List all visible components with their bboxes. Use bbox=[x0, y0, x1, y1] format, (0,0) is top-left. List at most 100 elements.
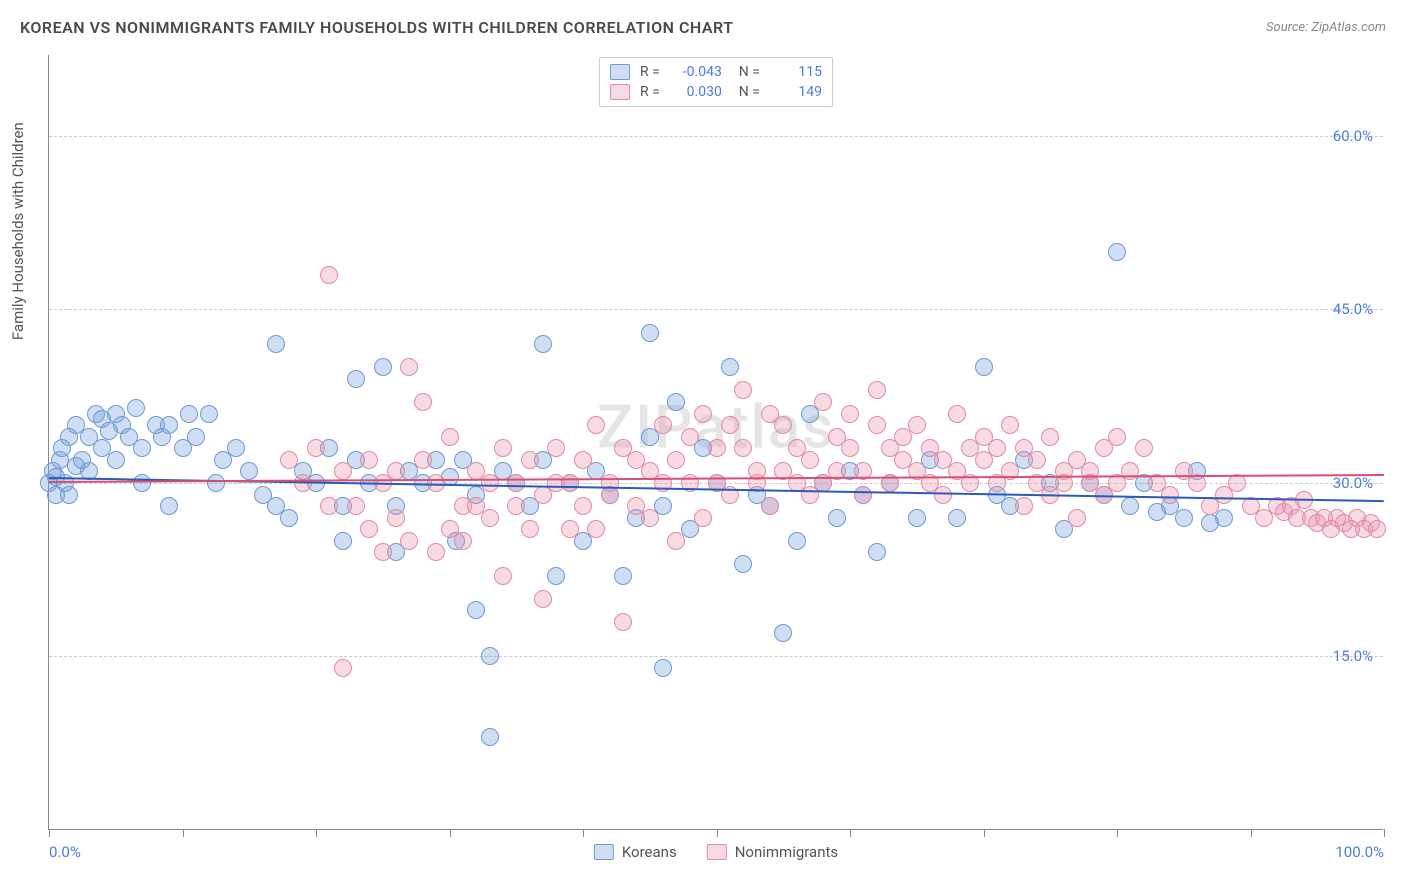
scatter-point-nonimmigrants bbox=[868, 381, 886, 399]
scatter-point-nonimmigrants bbox=[521, 520, 539, 538]
scatter-point-koreans bbox=[280, 509, 298, 527]
xtick-label: 0.0% bbox=[49, 843, 81, 861]
scatter-point-nonimmigrants bbox=[360, 520, 378, 538]
gridline bbox=[49, 656, 1383, 657]
scatter-point-nonimmigrants bbox=[534, 590, 552, 608]
scatter-point-nonimmigrants bbox=[587, 416, 605, 434]
scatter-point-koreans bbox=[774, 624, 792, 642]
scatter-point-nonimmigrants bbox=[587, 520, 605, 538]
scatter-point-nonimmigrants bbox=[801, 451, 819, 469]
legend-label: Nonimmigrants bbox=[735, 843, 838, 861]
bottom-legend: Koreans Nonimmigrants bbox=[594, 843, 838, 861]
scatter-point-koreans bbox=[1121, 497, 1139, 515]
scatter-point-nonimmigrants bbox=[667, 451, 685, 469]
legend-swatch bbox=[610, 64, 630, 80]
scatter-point-nonimmigrants bbox=[734, 381, 752, 399]
scatter-point-nonimmigrants bbox=[667, 532, 685, 550]
n-value: 115 bbox=[770, 64, 822, 80]
scatter-point-nonimmigrants bbox=[320, 266, 338, 284]
scatter-point-nonimmigrants bbox=[694, 509, 712, 527]
scatter-point-koreans bbox=[187, 428, 205, 446]
legend-item-koreans: Koreans bbox=[594, 843, 677, 861]
legend-item-nonimmigrants: Nonimmigrants bbox=[707, 843, 838, 861]
scatter-point-koreans bbox=[721, 358, 739, 376]
scatter-point-nonimmigrants bbox=[721, 416, 739, 434]
xtick bbox=[316, 829, 317, 837]
scatter-point-nonimmigrants bbox=[574, 497, 592, 515]
scatter-point-nonimmigrants bbox=[374, 543, 392, 561]
scatter-point-nonimmigrants bbox=[1161, 486, 1179, 504]
scatter-point-nonimmigrants bbox=[494, 439, 512, 457]
scatter-point-koreans bbox=[133, 439, 151, 457]
scatter-point-nonimmigrants bbox=[280, 451, 298, 469]
r-label: R = bbox=[640, 84, 660, 100]
y-axis-label: Family Households with Children bbox=[9, 122, 27, 340]
scatter-point-koreans bbox=[481, 647, 499, 665]
scatter-point-nonimmigrants bbox=[334, 659, 352, 677]
scatter-point-nonimmigrants bbox=[400, 358, 418, 376]
ytick-label: 45.0% bbox=[1333, 300, 1373, 318]
stats-row-koreans: R = -0.043 N = 115 bbox=[610, 62, 822, 82]
scatter-point-nonimmigrants bbox=[494, 567, 512, 585]
scatter-point-nonimmigrants bbox=[547, 439, 565, 457]
xtick bbox=[984, 829, 985, 837]
scatter-point-nonimmigrants bbox=[1041, 428, 1059, 446]
scatter-point-koreans bbox=[160, 416, 178, 434]
scatter-point-koreans bbox=[828, 509, 846, 527]
scatter-point-nonimmigrants bbox=[414, 393, 432, 411]
xtick bbox=[450, 829, 451, 837]
legend-swatch bbox=[707, 844, 727, 860]
scatter-point-koreans bbox=[1108, 243, 1126, 261]
scatter-point-nonimmigrants bbox=[908, 416, 926, 434]
xtick bbox=[717, 829, 718, 837]
scatter-point-nonimmigrants bbox=[320, 497, 338, 515]
scatter-point-koreans bbox=[788, 532, 806, 550]
scatter-point-nonimmigrants bbox=[1015, 497, 1033, 515]
scatter-point-nonimmigrants bbox=[1368, 520, 1386, 538]
scatter-point-koreans bbox=[908, 509, 926, 527]
scatter-point-koreans bbox=[948, 509, 966, 527]
xtick bbox=[1251, 829, 1252, 837]
scatter-point-nonimmigrants bbox=[774, 416, 792, 434]
scatter-point-nonimmigrants bbox=[507, 497, 525, 515]
scatter-point-nonimmigrants bbox=[708, 439, 726, 457]
scatter-point-nonimmigrants bbox=[814, 393, 832, 411]
scatter-point-koreans bbox=[734, 555, 752, 573]
scatter-point-nonimmigrants bbox=[334, 462, 352, 480]
source-label: Source: ZipAtlas.com bbox=[1266, 20, 1386, 35]
xtick bbox=[850, 829, 851, 837]
r-value: 0.030 bbox=[670, 84, 722, 100]
scatter-point-koreans bbox=[240, 462, 258, 480]
legend-swatch bbox=[610, 84, 630, 100]
scatter-point-nonimmigrants bbox=[387, 462, 405, 480]
scatter-point-koreans bbox=[547, 567, 565, 585]
chart-title: KOREAN VS NONIMMIGRANTS FAMILY HOUSEHOLD… bbox=[20, 18, 734, 37]
scatter-point-nonimmigrants bbox=[1001, 416, 1019, 434]
scatter-point-nonimmigrants bbox=[694, 405, 712, 423]
n-value: 149 bbox=[770, 84, 822, 100]
scatter-point-nonimmigrants bbox=[841, 405, 859, 423]
scatter-point-koreans bbox=[334, 532, 352, 550]
scatter-point-nonimmigrants bbox=[1081, 462, 1099, 480]
scatter-point-koreans bbox=[481, 728, 499, 746]
chart-plot-area: ZIPatlas 15.0%30.0%45.0%60.0%0.0%100.0%R… bbox=[48, 55, 1383, 830]
scatter-point-koreans bbox=[267, 335, 285, 353]
scatter-point-nonimmigrants bbox=[868, 416, 886, 434]
scatter-point-nonimmigrants bbox=[561, 474, 579, 492]
scatter-point-koreans bbox=[667, 393, 685, 411]
scatter-point-nonimmigrants bbox=[521, 451, 539, 469]
scatter-point-koreans bbox=[347, 370, 365, 388]
scatter-point-nonimmigrants bbox=[641, 509, 659, 527]
scatter-point-nonimmigrants bbox=[1108, 428, 1126, 446]
scatter-point-nonimmigrants bbox=[481, 509, 499, 527]
stats-legend-box: R = -0.043 N = 115 R = 0.030 N = 149 bbox=[599, 57, 833, 107]
scatter-point-nonimmigrants bbox=[948, 405, 966, 423]
xtick bbox=[583, 829, 584, 837]
xtick bbox=[1117, 829, 1118, 837]
scatter-point-nonimmigrants bbox=[561, 520, 579, 538]
gridline bbox=[49, 136, 1383, 137]
n-label: N = bbox=[732, 84, 760, 100]
scatter-point-koreans bbox=[1175, 509, 1193, 527]
scatter-point-koreans bbox=[133, 474, 151, 492]
scatter-point-nonimmigrants bbox=[1028, 451, 1046, 469]
